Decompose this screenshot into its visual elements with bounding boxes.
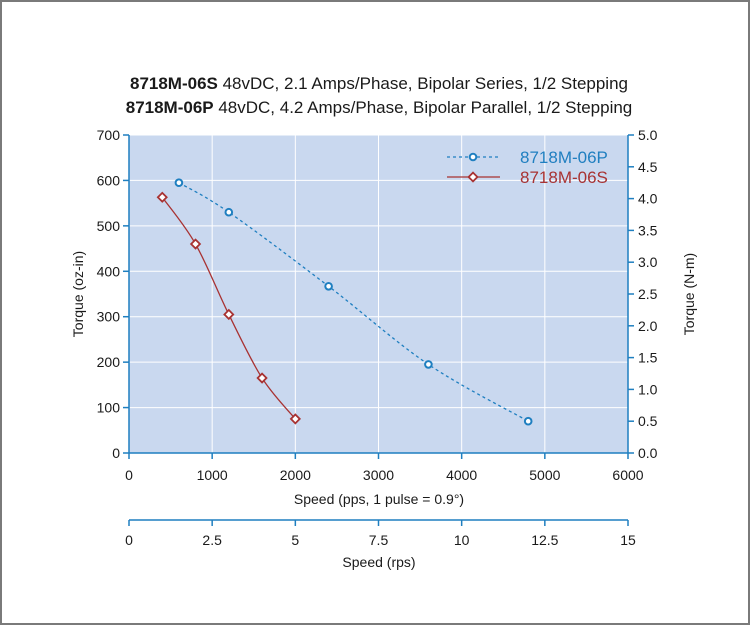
- y2-tick-label: 3.5: [638, 222, 658, 238]
- chart-title-line-1: 8718M-06S 48vDC, 2.1 Amps/Phase, Bipolar…: [130, 74, 628, 93]
- data-point: [174, 178, 184, 187]
- x-tick-label: 2000: [280, 467, 311, 483]
- y2-tick-label: 4.5: [638, 159, 658, 175]
- y2-tick-label: 0.0: [638, 445, 658, 461]
- y2-tick-label: 5.0: [638, 127, 658, 143]
- x2-tick-label: 0: [125, 532, 133, 548]
- data-point: [424, 360, 433, 369]
- data-point: [189, 238, 202, 250]
- series-8718M-06S: [156, 191, 302, 425]
- axes: [123, 134, 634, 526]
- y2-tick-label: 2.0: [638, 318, 658, 334]
- x2-tick-label: 7.5: [369, 532, 389, 548]
- x2-tick-label: 10: [454, 532, 470, 548]
- x-tick-label: 3000: [363, 467, 394, 483]
- x-tick-label: 6000: [612, 467, 643, 483]
- x-tick-label: 5000: [529, 467, 560, 483]
- x-tick-label: 1000: [197, 467, 228, 483]
- title-1-model: 8718M-06S: [130, 74, 218, 93]
- data-point: [256, 372, 268, 384]
- x2-tick-label: 15: [620, 532, 636, 548]
- y-tick-label: 700: [97, 127, 121, 143]
- y-tick-label: 300: [97, 309, 121, 325]
- data-point: [156, 191, 168, 203]
- x-tick-label: 4000: [446, 467, 477, 483]
- tick-labels: 0 1000 2000 3000 4000 5000 6000010020030040050…: [97, 127, 658, 548]
- series-8718M-06P: [174, 178, 533, 426]
- y2-axis-label: Torque (N-m): [681, 253, 697, 335]
- title-2-model: 8718M-06P: [126, 98, 214, 117]
- title-2-description: 48vDC, 4.2 Amps/Phase, Bipolar Parallel,…: [214, 98, 633, 117]
- data-point: [223, 308, 235, 321]
- x-axis-label: Speed (pps, 1 pulse = 0.9°): [294, 491, 464, 507]
- y2-tick-label: 3.0: [638, 254, 658, 270]
- y-tick-label: 200: [97, 354, 121, 370]
- legend-label: 8718M-06P: [520, 148, 608, 167]
- x2-tick-label: 5: [291, 532, 299, 548]
- legend-marker: [467, 171, 479, 183]
- data-point: [224, 207, 234, 217]
- data-series: [156, 178, 533, 426]
- y2-tick-label: 4.0: [638, 191, 658, 207]
- legend-label: 8718M-06S: [520, 168, 608, 187]
- y2-tick-label: 0.5: [638, 413, 658, 429]
- series-line: [178, 182, 529, 422]
- data-point: [324, 281, 333, 291]
- y2-tick-label: 1.5: [638, 350, 658, 366]
- x2-tick-label: 2.5: [202, 532, 222, 548]
- x2-axis-label: Speed (rps): [342, 554, 415, 570]
- y-axis-label: Torque (oz-in): [70, 251, 86, 337]
- x2-tick-label: 12.5: [531, 532, 558, 548]
- y-tick-label: 500: [97, 218, 121, 234]
- x-tick-label: 0: [125, 467, 133, 483]
- y2-tick-label: 2.5: [638, 286, 658, 302]
- title-1-description: 48vDC, 2.1 Amps/Phase, Bipolar Series, 1…: [218, 74, 628, 93]
- data-point: [523, 416, 533, 426]
- data-point: [289, 413, 302, 425]
- y-tick-label: 100: [97, 400, 121, 416]
- y2-tick-label: 1.0: [638, 381, 658, 397]
- y-tick-label: 0: [112, 445, 120, 461]
- chart-title-line-2: 8718M-06P 48vDC, 4.2 Amps/Phase, Bipolar…: [126, 98, 633, 117]
- y-tick-label: 400: [97, 263, 121, 279]
- y-tick-label: 600: [97, 172, 121, 188]
- legend-marker: [468, 152, 478, 162]
